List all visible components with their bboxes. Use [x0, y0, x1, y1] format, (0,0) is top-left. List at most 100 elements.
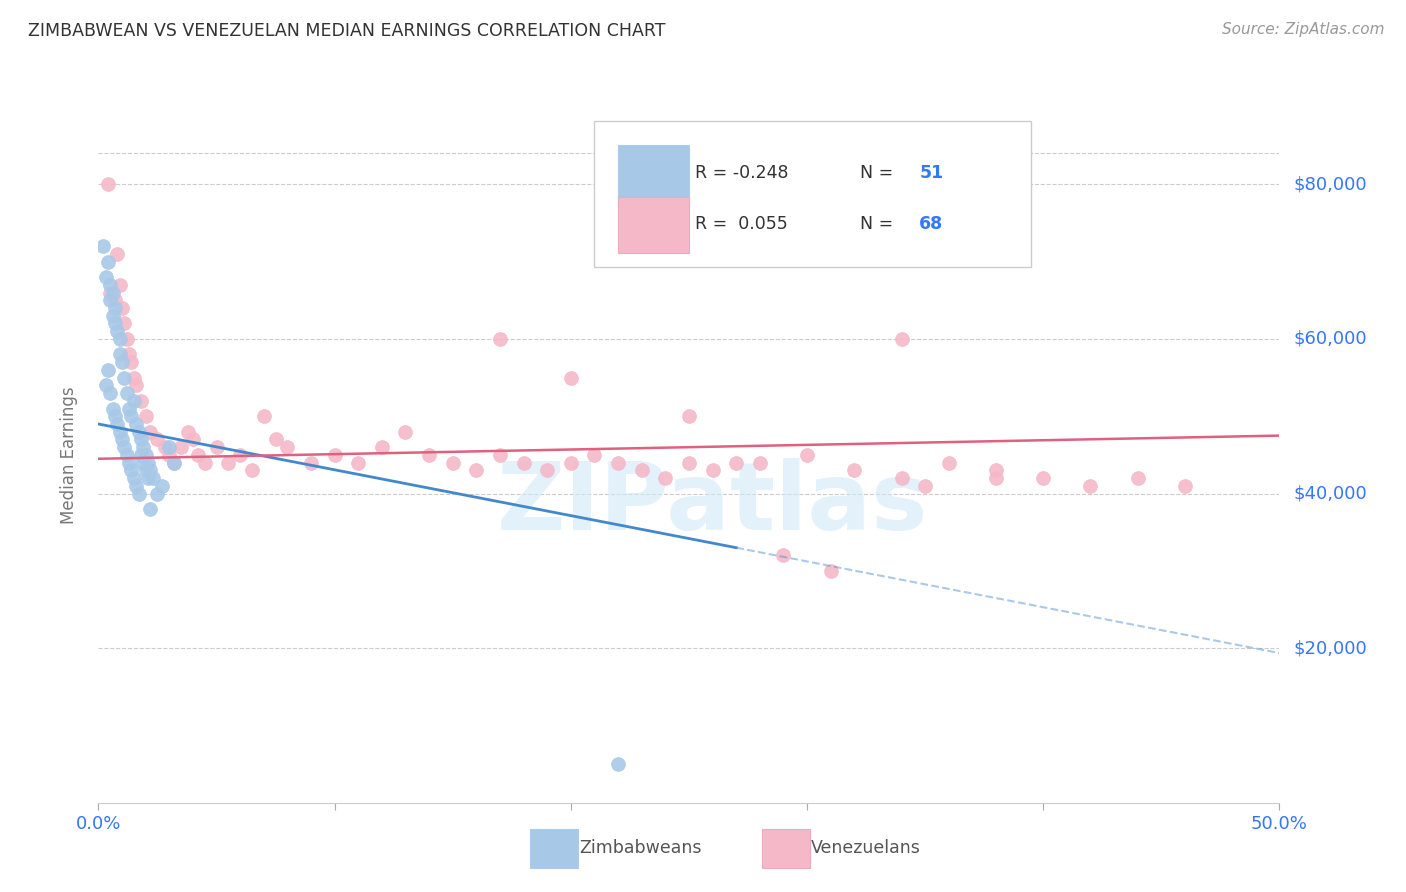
Point — [125, 378, 148, 392]
Point — [560, 370, 582, 384]
Point — [129, 433, 152, 447]
Point — [105, 324, 128, 338]
Point — [98, 293, 121, 308]
Point — [217, 456, 239, 470]
Point — [163, 456, 186, 470]
Point — [129, 448, 152, 462]
Point — [264, 433, 287, 447]
Point — [153, 440, 176, 454]
Point — [98, 386, 121, 401]
Point — [115, 448, 138, 462]
Point — [136, 471, 159, 485]
Point — [560, 456, 582, 470]
Point — [938, 456, 960, 470]
Point — [122, 471, 145, 485]
Point — [240, 463, 263, 477]
Point — [678, 456, 700, 470]
Point — [299, 456, 322, 470]
Point — [229, 448, 252, 462]
Point — [104, 409, 127, 424]
Point — [157, 440, 180, 454]
Point — [347, 456, 370, 470]
Point — [108, 332, 131, 346]
Point — [139, 425, 162, 439]
Point — [1126, 471, 1149, 485]
Point — [630, 463, 652, 477]
Point — [91, 239, 114, 253]
Text: 68: 68 — [920, 215, 943, 233]
Point — [418, 448, 440, 462]
Point — [157, 448, 180, 462]
Point — [194, 456, 217, 470]
Point — [112, 370, 135, 384]
Point — [101, 401, 124, 416]
Point — [583, 448, 606, 462]
FancyBboxPatch shape — [595, 121, 1032, 267]
Point — [125, 479, 148, 493]
Point — [914, 479, 936, 493]
Point — [1174, 479, 1197, 493]
Point — [725, 456, 748, 470]
Point — [112, 440, 135, 454]
Text: N =: N = — [860, 215, 898, 233]
Point — [122, 370, 145, 384]
Point — [181, 433, 204, 447]
Point — [105, 247, 128, 261]
FancyBboxPatch shape — [619, 197, 689, 253]
Point — [1032, 471, 1054, 485]
Point — [132, 440, 155, 454]
Point — [121, 355, 143, 369]
Point — [129, 393, 152, 408]
Point — [772, 549, 794, 563]
Point — [146, 433, 169, 447]
Point — [844, 463, 866, 477]
Point — [97, 254, 120, 268]
Point — [111, 355, 134, 369]
Text: $80,000: $80,000 — [1294, 176, 1367, 194]
Point — [607, 757, 630, 772]
Point — [122, 393, 145, 408]
Point — [371, 440, 394, 454]
Point — [654, 471, 676, 485]
Point — [128, 486, 150, 500]
Point — [142, 471, 165, 485]
Y-axis label: Median Earnings: Median Earnings — [59, 386, 77, 524]
Point — [128, 425, 150, 439]
Point — [105, 417, 128, 431]
Point — [984, 463, 1007, 477]
Text: Venezuelans: Venezuelans — [811, 839, 921, 857]
Point — [536, 463, 558, 477]
Point — [465, 463, 488, 477]
Point — [132, 456, 155, 470]
Text: $40,000: $40,000 — [1294, 484, 1367, 502]
Point — [702, 463, 724, 477]
Point — [108, 277, 131, 292]
Point — [98, 277, 121, 292]
Text: 51: 51 — [920, 164, 943, 182]
Point — [108, 347, 131, 361]
Text: ZIMBABWEAN VS VENEZUELAN MEDIAN EARNINGS CORRELATION CHART: ZIMBABWEAN VS VENEZUELAN MEDIAN EARNINGS… — [28, 22, 665, 40]
Point — [820, 564, 842, 578]
Text: $20,000: $20,000 — [1294, 640, 1367, 657]
Point — [394, 425, 416, 439]
Point — [135, 448, 157, 462]
Point — [112, 317, 135, 331]
Point — [104, 293, 127, 308]
Point — [139, 463, 162, 477]
Point — [276, 440, 298, 454]
Point — [177, 425, 200, 439]
Point — [118, 347, 141, 361]
Point — [118, 401, 141, 416]
Point — [101, 309, 124, 323]
Point — [135, 409, 157, 424]
Point — [111, 433, 134, 447]
Point — [98, 285, 121, 300]
Point — [205, 440, 228, 454]
Point — [441, 456, 464, 470]
Point — [115, 386, 138, 401]
Text: $60,000: $60,000 — [1294, 330, 1367, 348]
Point — [323, 448, 346, 462]
Point — [135, 463, 157, 477]
Point — [97, 178, 120, 192]
Point — [163, 456, 186, 470]
